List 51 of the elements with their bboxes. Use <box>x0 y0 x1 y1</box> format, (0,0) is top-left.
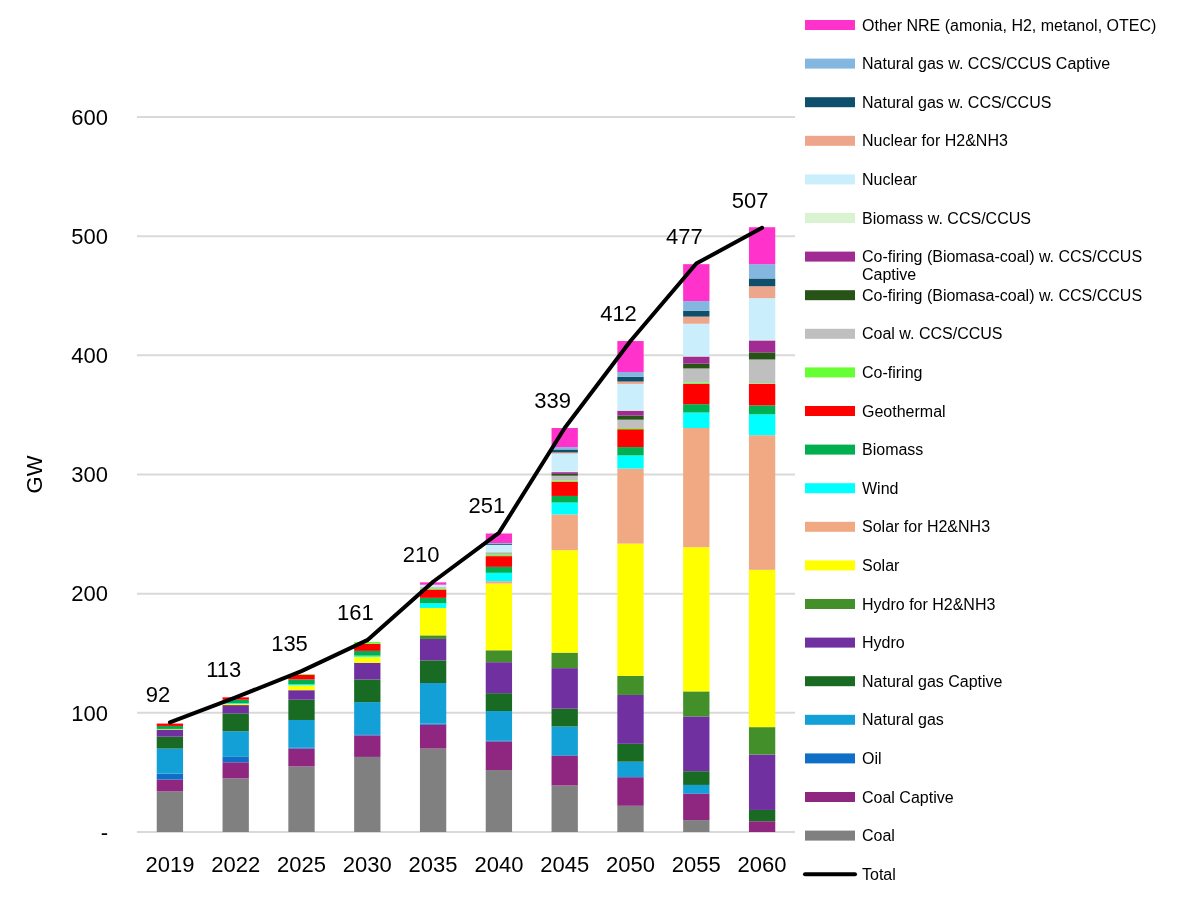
x-tick-label: 2025 <box>277 852 326 877</box>
data-label: 210 <box>402 541 440 567</box>
legend-label: Hydro <box>862 634 905 652</box>
legend-label: Solar for H2&NH3 <box>862 518 991 536</box>
legend-label: Coal Captive <box>862 788 954 806</box>
y-tick-label: 400 <box>71 343 108 369</box>
y-axis-title: GW <box>22 455 47 494</box>
y-tick-label: 200 <box>71 581 108 607</box>
x-tick-label: 2055 <box>671 852 721 877</box>
x-tick-label: 2030 <box>342 852 392 877</box>
legend-label: Oil <box>862 750 882 767</box>
data-label: 412 <box>600 301 637 327</box>
legend-label: Biomass w. CCS/CCUS <box>862 209 1031 227</box>
legend-label: Other NRE (amonia, H2, metanol, OTEC) <box>862 16 1157 34</box>
legend-label: Solar <box>862 557 901 574</box>
y-tick-label: 500 <box>71 223 108 249</box>
legend-label: Natural gas w. CCS/CCUS <box>862 93 1052 111</box>
legend-label: Wind <box>862 479 899 497</box>
data-label: 161 <box>336 600 374 626</box>
data-label: 251 <box>468 492 506 518</box>
legend-label: Hydro for H2&NH3 <box>862 595 996 613</box>
x-tick-label: 2022 <box>211 852 261 877</box>
legend-label: Natural gas <box>862 711 944 729</box>
y-tick-label: 600 <box>71 104 108 130</box>
legend-label: Nuclear for H2&NH3 <box>862 132 1008 150</box>
legend-label: Total <box>862 865 896 883</box>
x-tick-label: 2035 <box>408 852 458 877</box>
legend-label: Co-firing <box>862 364 923 381</box>
x-tick-label: 2040 <box>474 852 524 877</box>
x-tick-label: 2050 <box>606 852 655 877</box>
y-tick-label: 300 <box>71 462 108 488</box>
legend-label: Geothermal <box>862 402 946 420</box>
data-label: 92 <box>145 682 171 708</box>
legend-label: Co-firing (Biomasa-coal) w. CCS/CCUS <box>862 286 1143 304</box>
data-label: 339 <box>534 388 572 414</box>
data-label: 477 <box>665 223 703 249</box>
y-tick-label: 100 <box>71 700 108 726</box>
legend-label: Coal w. CCS/CCUS <box>862 325 1003 343</box>
x-tick-label: 2019 <box>145 852 195 877</box>
y-tick-label: - <box>100 819 108 845</box>
legend-label: Co-firing (Biomasa-coal) w. CCS/CCUS Captive <box>862 248 1143 283</box>
x-tick-label: 2060 <box>737 852 787 877</box>
data-label: 135 <box>271 631 308 657</box>
data-label: 507 <box>731 187 769 213</box>
x-tick-label: 2045 <box>540 852 590 877</box>
data-label: 113 <box>206 657 242 683</box>
legend-label: Biomass <box>862 441 924 459</box>
legend-label: Coal <box>862 827 895 845</box>
legend-label: Natural gas w. CCS/CCUS Captive <box>862 55 1111 73</box>
legend-label: Nuclear <box>862 171 918 188</box>
legend-label: Natural gas Captive <box>862 672 1003 690</box>
